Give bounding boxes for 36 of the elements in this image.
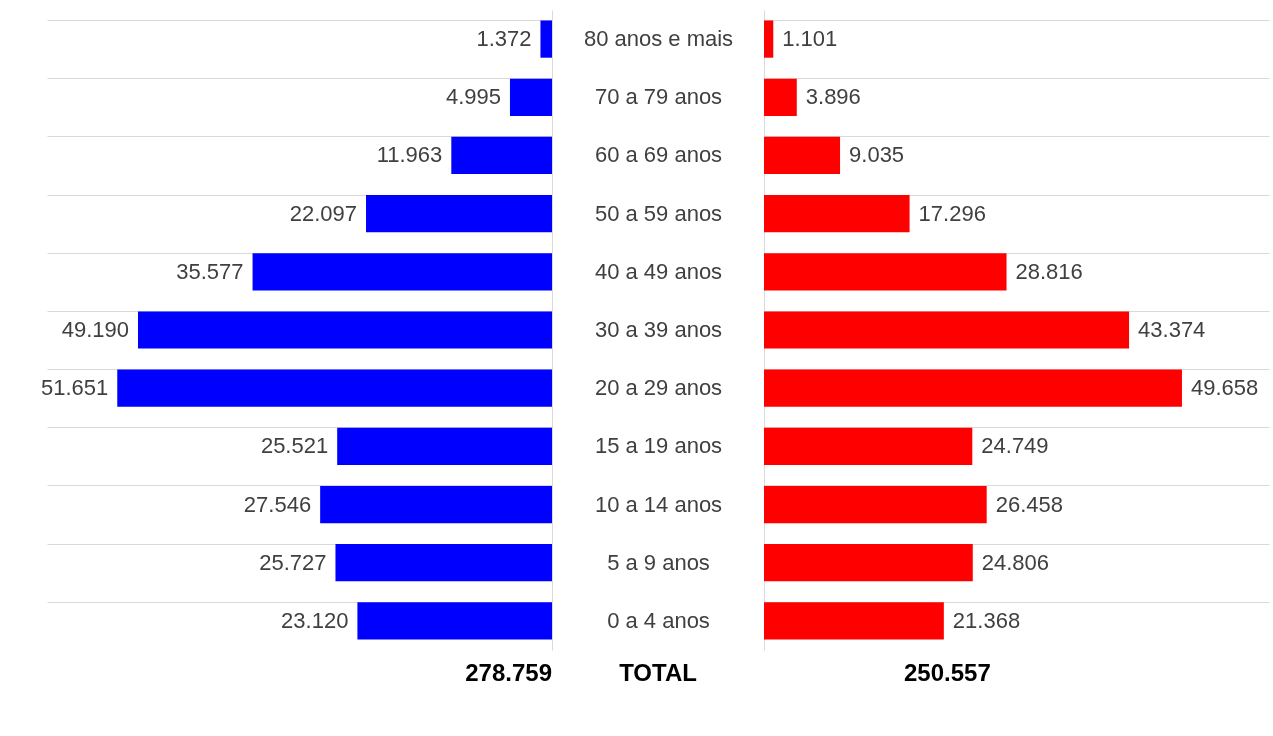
y-tick-label: 70 a 79 anos bbox=[594, 84, 723, 110]
y-tick-label: 20 a 29 anos bbox=[594, 375, 723, 401]
data-label: 3.896 bbox=[805, 84, 861, 110]
data-label: 1.101 bbox=[782, 26, 838, 52]
data-label: 24.749 bbox=[981, 433, 1049, 459]
y-tick-label: 15 a 19 anos bbox=[594, 433, 723, 459]
data-label: 11.963 bbox=[376, 142, 443, 168]
data-label: 24.806 bbox=[981, 549, 1050, 575]
data-label: 35.577 bbox=[176, 258, 244, 284]
y-tick-label: 30 a 39 anos bbox=[594, 317, 723, 342]
data-label: 49.190 bbox=[61, 317, 129, 342]
data-label: 51.651 bbox=[40, 375, 109, 401]
text: 250.557 bbox=[904, 659, 991, 686]
y-tick-label: 40 a 49 anos bbox=[594, 258, 723, 284]
data-label: 25.727 bbox=[259, 549, 327, 575]
data-label: 21.368 bbox=[952, 607, 1021, 633]
y-tick-label: 50 a 59 anos bbox=[594, 200, 723, 226]
data-label: 1.372 bbox=[476, 26, 532, 52]
text: 278.759 bbox=[465, 659, 552, 686]
data-label: 26.458 bbox=[995, 491, 1063, 517]
y-tick-label: 0 a 4 anos bbox=[607, 607, 710, 633]
y-tick-label: 80 anos e mais bbox=[583, 26, 734, 52]
text: TOTAL bbox=[619, 659, 697, 686]
data-label: 23.120 bbox=[281, 607, 349, 633]
data-label: 4.995 bbox=[445, 84, 501, 110]
data-label: 25.521 bbox=[260, 433, 329, 459]
y-tick-label: 5 a 9 anos bbox=[607, 549, 710, 575]
data-label: 43.374 bbox=[1138, 317, 1206, 342]
data-label: 17.296 bbox=[918, 200, 986, 226]
data-label: 9.035 bbox=[849, 142, 905, 168]
data-label: 28.816 bbox=[1015, 258, 1083, 284]
y-tick-label: 60 a 69 anos bbox=[594, 142, 723, 168]
data-label: 49.658 bbox=[1190, 375, 1259, 401]
data-label: 27.546 bbox=[243, 491, 312, 517]
data-label: 22.097 bbox=[289, 200, 358, 226]
y-tick-label: 10 a 14 anos bbox=[594, 491, 723, 517]
